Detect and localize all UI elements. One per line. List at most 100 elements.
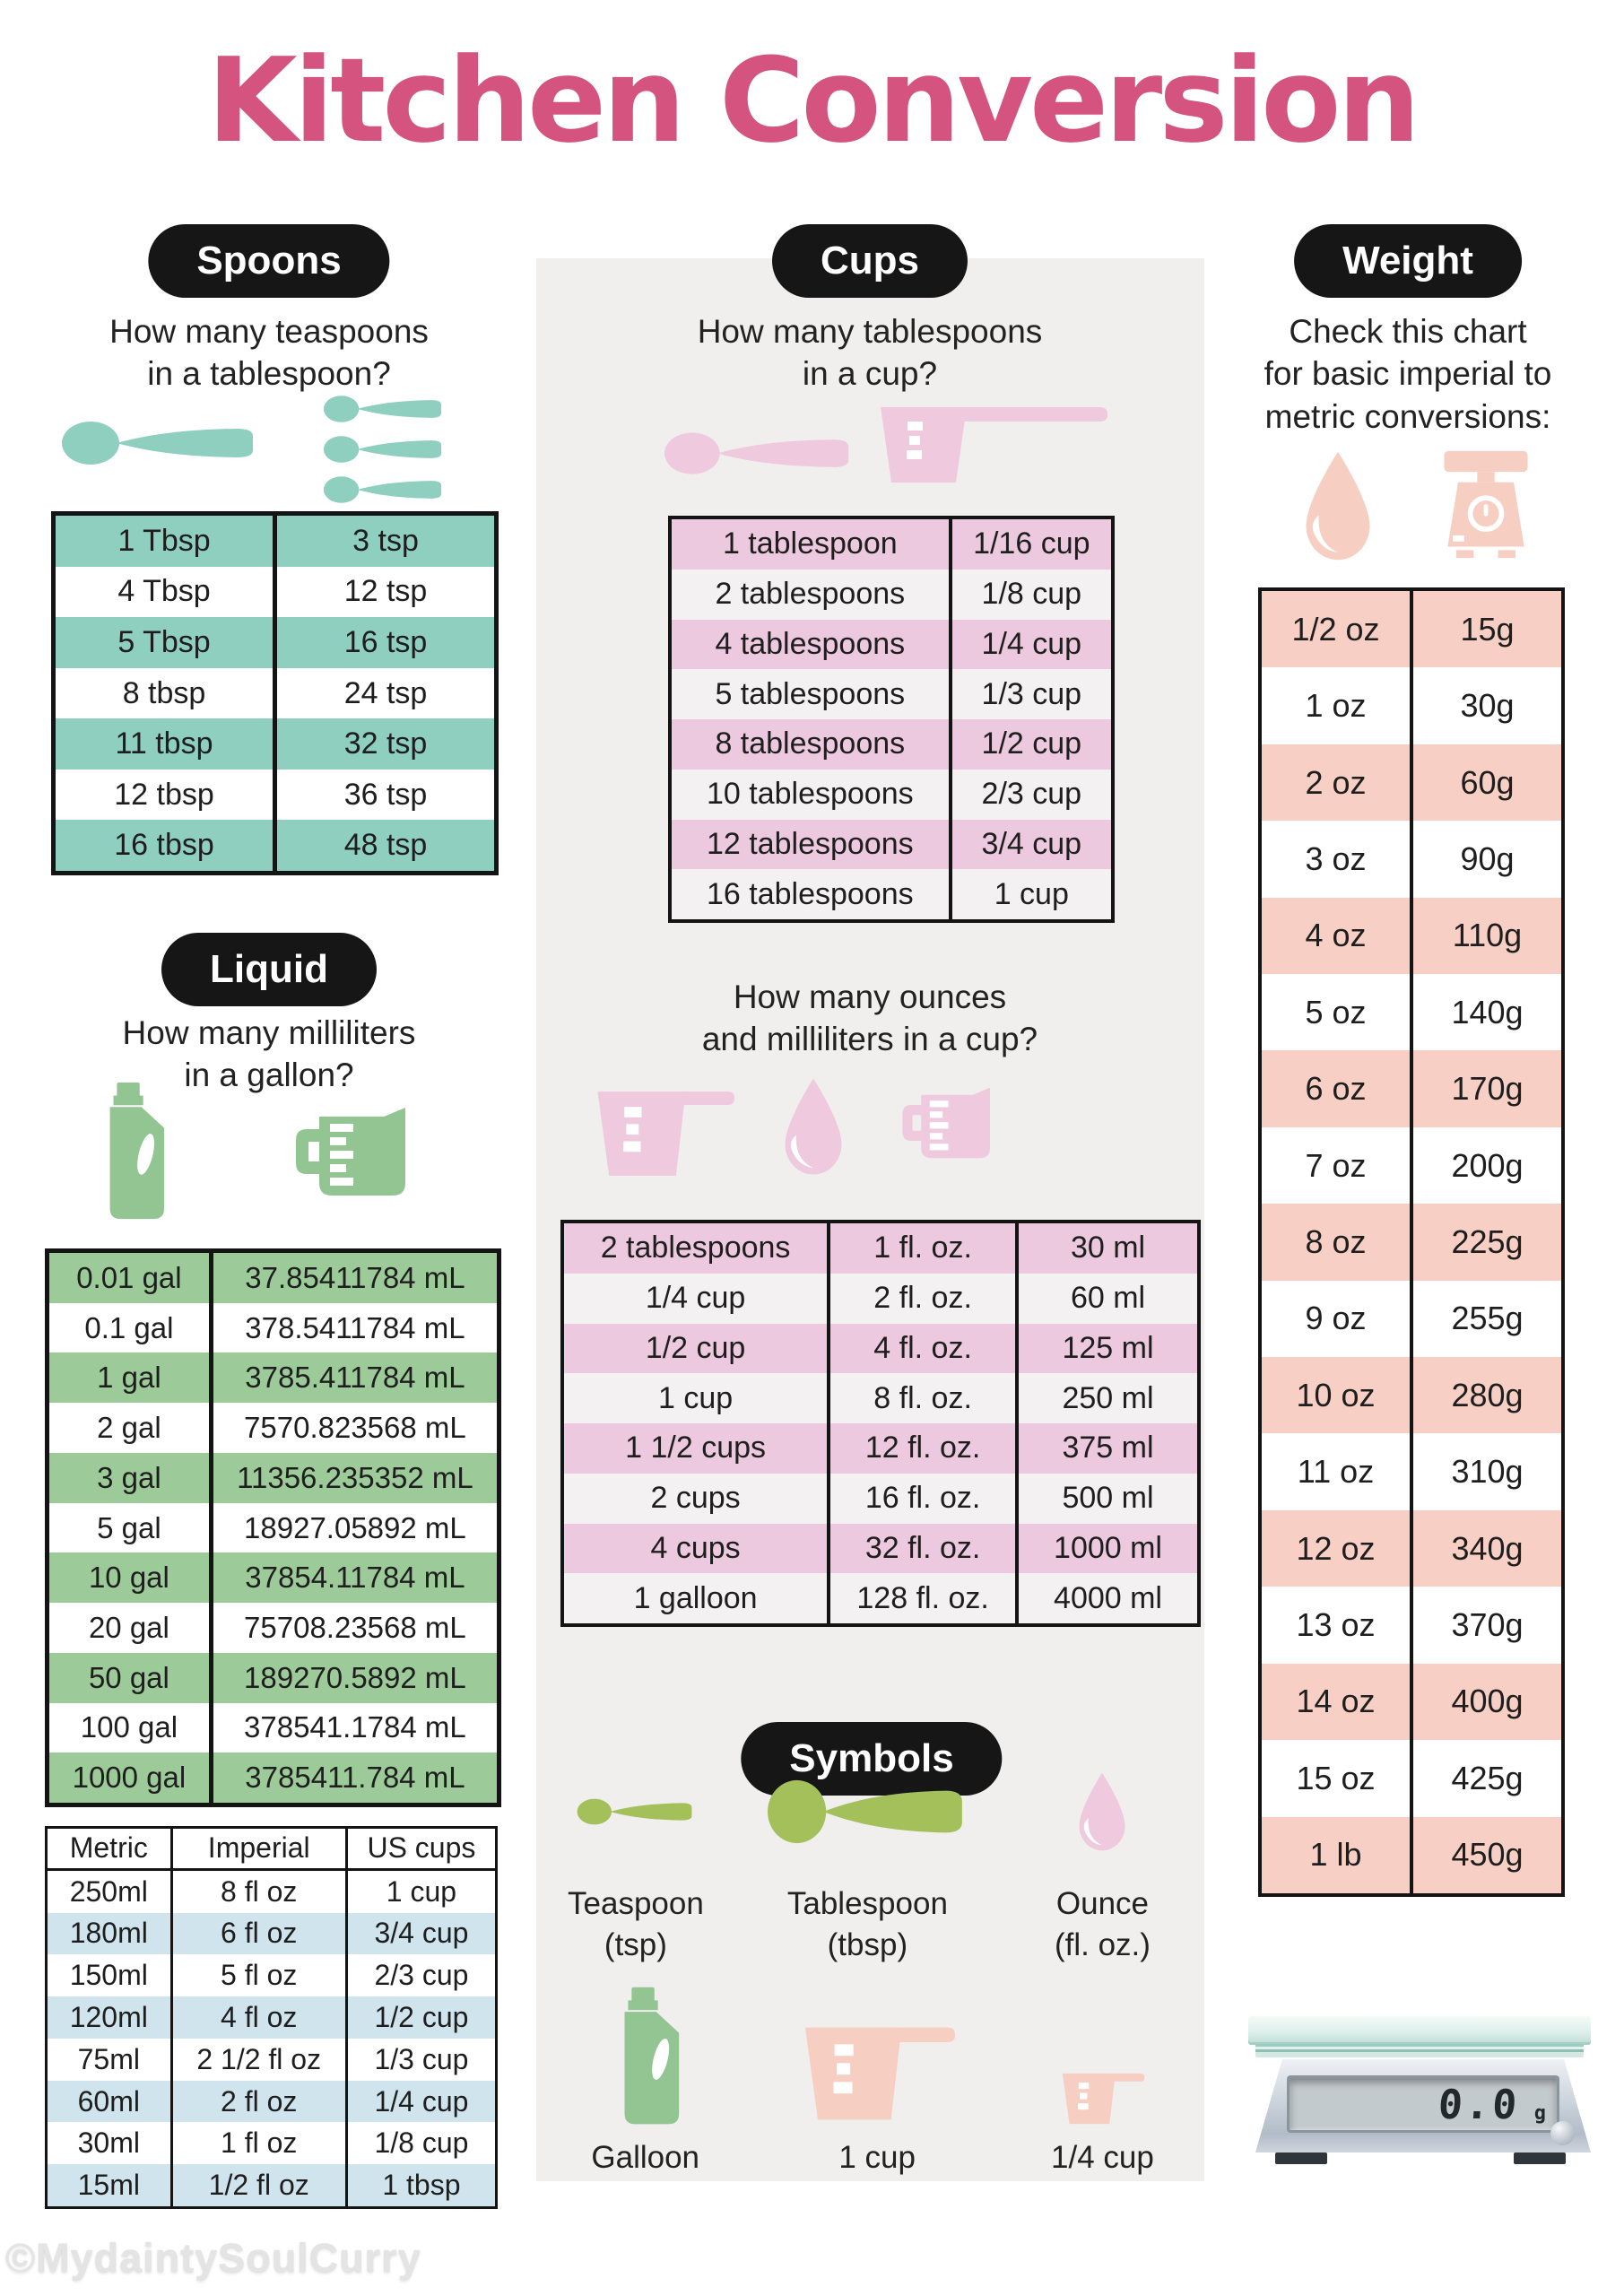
table-cell: 140g [1410, 974, 1561, 1051]
table-cell: 12 tsp [273, 566, 494, 618]
section-header-liquid: Liquid [161, 933, 377, 1006]
table-cell: 5 fl oz [169, 1954, 345, 1997]
table-cell: 1 gal [97, 1361, 161, 1395]
table-cell: 1/8 cup [344, 2122, 495, 2165]
table-row: 5 gal 18927.05892 mL [49, 1502, 497, 1553]
table-cell: 4000 ml [1015, 1573, 1197, 1623]
table-cell: 11 oz [1297, 1453, 1375, 1491]
table-cell: 9 oz [1305, 1300, 1367, 1337]
table-cell: 12 oz [1296, 1529, 1376, 1567]
table-cell: 15ml [77, 2169, 140, 2202]
table-row: 2 gal 7570.823568 mL [49, 1403, 497, 1453]
table-row: 60ml 2 fl oz 1/4 cup [48, 2080, 495, 2123]
symbol-1-cup: 1 cup [742, 1978, 1012, 2179]
scale-foot [1514, 2152, 1566, 2164]
cups-conversion-table: 1 tablespoon 1/16 cup 2 tablespoons 1/8 cup… [668, 516, 1115, 923]
table-row: 150ml 5 fl oz 2/3 cup [48, 1954, 495, 1997]
symbol-tablespoon: Tablespoon (tbsp) [723, 1749, 1012, 1965]
table-row: 2 cups 16 fl. oz. 500 ml [564, 1473, 1197, 1524]
table-cell: 60 ml [1015, 1273, 1197, 1324]
symbol-ounce: Ounce (fl. oz.) [1012, 1749, 1193, 1965]
table-cell: 60g [1410, 744, 1561, 822]
table-cell: 37854.11784 mL [208, 1552, 497, 1604]
table-row: 50 gal 189270.5892 mL [49, 1652, 497, 1703]
table-cell: 24 tsp [273, 667, 494, 719]
symbol-label: Ounce (fl. oz.) [1054, 1886, 1151, 1962]
table-cell: 16 fl. oz. [827, 1473, 1015, 1524]
table-cell: 20 gal [88, 1611, 169, 1644]
table-cell: 12 tablespoons [706, 826, 914, 861]
symbol-teaspoon: Teaspoon (tsp) [549, 1749, 723, 1965]
table-cell: 100 gal [80, 1710, 178, 1744]
table-cell: 8 tablespoons [715, 726, 906, 761]
table-cell: 1000 gal [72, 1761, 187, 1795]
ounces-icons [592, 1063, 1000, 1193]
table-row: 16 tbsp 48 tsp [56, 820, 494, 872]
table-row: 13 oz 370g [1262, 1587, 1561, 1664]
table-cell: 3 oz [1305, 839, 1367, 877]
scale-body: 0.0 g [1255, 2059, 1591, 2152]
table-cell: 370g [1410, 1587, 1561, 1664]
table-cell: 425g [1410, 1740, 1561, 1817]
table-row: 9 oz 255g [1262, 1280, 1561, 1358]
table-row: 2 tablespoons 1 fl. oz. 30 ml [564, 1223, 1197, 1274]
table-cell: 2 tablespoons [600, 1231, 791, 1265]
section-header-symbols: Symbols [741, 1722, 1003, 1796]
teaspoon-icon [323, 476, 441, 503]
table-cell: 10 tablespoons [706, 777, 914, 812]
table-cell: 2 fl oz [169, 2080, 345, 2123]
table-cell: 10 oz [1296, 1376, 1376, 1413]
table-cell: US cups [344, 1829, 495, 1871]
table-cell: 15 oz [1296, 1759, 1376, 1796]
table-cell: 1/2 oz [1291, 610, 1380, 648]
table-cell: 1/3 cup [948, 669, 1111, 719]
table-cell: 1/4 cup [344, 2080, 495, 2123]
table-cell: 3785411.784 mL [208, 1752, 497, 1804]
table-cell: 11356.235352 mL [208, 1452, 497, 1503]
table-row: 250ml 8 fl oz 1 cup [48, 1870, 495, 1913]
symbol-label: Galloon [591, 2140, 700, 2175]
table-cell: 120ml [69, 2001, 148, 2034]
measuring-jug-icon [296, 1108, 405, 1196]
table-cell: 12 tbsp [114, 777, 214, 812]
table-row: 4 tablespoons 1/4 cup [672, 619, 1111, 670]
table-cell: 3785.411784 mL [208, 1352, 497, 1404]
scale-lcd-display: 0.0 g [1287, 2075, 1559, 2133]
section-header-cups: Cups [772, 224, 968, 298]
table-cell: 2 1/2 fl oz [169, 2038, 345, 2081]
spoons-conversion-table: 1 Tbsp 3 tsp 4 Tbsp 12 tsp 5 Tbsp 16 tsp 8 tbs… [51, 511, 499, 875]
table-row: 3 oz 90g [1262, 821, 1561, 898]
table-cell: 280g [1410, 1357, 1561, 1434]
table-row: 120ml 4 fl oz 1/2 cup [48, 1996, 495, 2039]
table-cell: 16 tablespoons [706, 876, 914, 911]
table-cell: 0.01 gal [76, 1260, 182, 1294]
table-row: 1/4 cup 2 fl. oz. 60 ml [564, 1273, 1197, 1324]
watermark: ©MydaintySoulCurry [5, 2235, 421, 2281]
table-row: 1 oz 30g [1262, 667, 1561, 744]
table-cell: 189270.5892 mL [208, 1652, 497, 1703]
scale-glass-platform [1248, 2016, 1591, 2045]
table-cell: 11 tbsp [115, 726, 213, 761]
cups-question: How many tablespoons in a cup? [697, 313, 1043, 393]
table-cell: 1 oz [1305, 687, 1367, 725]
table-cell: 8 fl oz [169, 1870, 345, 1913]
table-cell: 2 oz [1305, 763, 1367, 801]
table-row: 1/2 oz 15g [1262, 591, 1561, 668]
page-title: Kitchen Conversion [206, 32, 1420, 169]
table-cell: 5 tablespoons [715, 676, 906, 711]
weight-conversion-table: 1/2 oz 15g 1 oz 30g 2 oz 60g 3 oz 90g 4 oz 110g 5 … [1258, 587, 1565, 1897]
table-row: 1 cup 8 fl. oz. 250 ml [564, 1373, 1197, 1423]
table-cell: 125 ml [1015, 1323, 1197, 1374]
table-row: 75ml 2 1/2 fl oz 1/3 cup [48, 2038, 495, 2081]
table-cell: 4 cups [650, 1530, 741, 1565]
table-cell: 4 fl oz [169, 1996, 345, 2039]
table-cell: 450g [1410, 1816, 1561, 1893]
table-row: 15ml 1/2 fl oz 1 tbsp [48, 2164, 495, 2207]
table-cell: 3/4 cup [344, 1912, 495, 1955]
table-cell: 1 tbsp [344, 2164, 495, 2207]
table-cell: 1000 ml [1015, 1523, 1197, 1574]
droplet-icon [785, 1078, 842, 1175]
table-row: 0.01 gal 37.85411784 mL [49, 1253, 497, 1303]
tablespoon-icon [768, 1779, 963, 1844]
